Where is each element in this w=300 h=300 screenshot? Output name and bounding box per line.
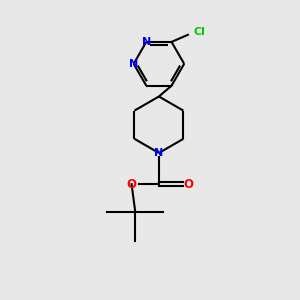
Text: O: O bbox=[127, 178, 136, 191]
Text: N: N bbox=[154, 148, 164, 158]
Text: Cl: Cl bbox=[194, 26, 206, 37]
Text: O: O bbox=[183, 178, 193, 191]
Text: N: N bbox=[129, 59, 138, 69]
Text: N: N bbox=[142, 37, 151, 47]
